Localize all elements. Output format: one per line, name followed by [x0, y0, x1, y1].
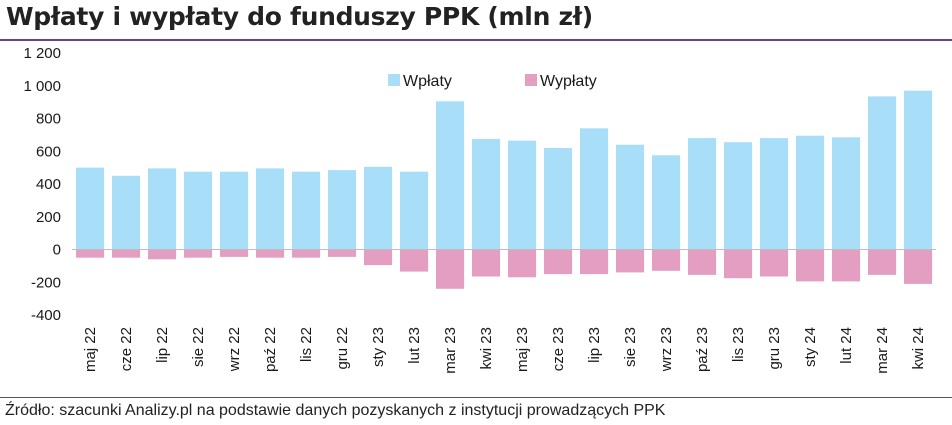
x-tick-label: gru 22	[334, 327, 351, 370]
x-tick-label: maj 23	[514, 327, 531, 372]
y-tick-label: 400	[36, 176, 61, 193]
bar-wplaty	[256, 168, 285, 250]
bar-wplaty	[508, 140, 537, 250]
bar-wyplaty	[364, 249, 393, 266]
bar-wyplaty	[760, 249, 789, 277]
bar-wyplaty	[184, 249, 213, 258]
x-tick-label: lip 23	[586, 327, 603, 363]
x-tick-label: lis 22	[298, 327, 315, 362]
bar-wplaty	[364, 166, 393, 250]
bar-wplaty	[580, 128, 609, 250]
bar-wyplaty	[112, 249, 141, 258]
bar-wplaty	[760, 138, 789, 250]
bar-wyplaty	[76, 249, 105, 258]
x-tick-label: paź 22	[262, 327, 279, 372]
bar-wplaty	[868, 96, 897, 250]
bar-wyplaty	[868, 249, 897, 275]
bar-wplaty	[328, 170, 357, 250]
y-tick-label: -200	[31, 274, 61, 291]
y-tick-label: 0	[53, 242, 61, 259]
x-tick-label: sty 23	[370, 327, 387, 367]
bar-wplaty	[832, 137, 861, 250]
bar-wplaty	[292, 171, 321, 250]
bar-wyplaty	[436, 249, 465, 289]
y-tick-label: 1 000	[23, 78, 61, 95]
bar-wyplaty	[544, 249, 573, 275]
bar-wplaty	[544, 148, 573, 250]
bar-wyplaty	[508, 249, 537, 278]
bar-wyplaty	[220, 249, 249, 257]
x-tick-label: lip 22	[154, 327, 171, 363]
x-tick-label: gru 23	[766, 327, 783, 370]
x-tick-label: sty 24	[802, 327, 819, 367]
bar-wplaty	[76, 167, 105, 250]
x-tick-label: paź 23	[694, 327, 711, 372]
title-divider	[0, 39, 952, 41]
bar-wplaty	[652, 155, 681, 250]
x-tick-label: cze 22	[118, 327, 135, 371]
bar-wyplaty	[256, 249, 285, 258]
bar-wplaty	[148, 168, 177, 250]
bar-wplaty	[616, 144, 645, 250]
bar-wyplaty	[328, 249, 357, 257]
legend-label: Wpłaty	[403, 73, 452, 90]
bar-wyplaty	[796, 249, 825, 282]
bar-wyplaty	[904, 249, 933, 284]
y-tick-label: 600	[36, 143, 61, 160]
legend-swatch	[388, 74, 400, 86]
x-tick-label: kwi 23	[478, 327, 495, 370]
y-tick-label: 1 200	[23, 45, 61, 62]
bar-wplaty	[112, 175, 141, 250]
bar-wyplaty	[832, 249, 861, 282]
legend-label: Wypłaty	[540, 73, 597, 90]
bar-wplaty	[184, 171, 213, 250]
x-tick-label: maj 22	[82, 327, 99, 372]
x-axis: maj 22 cze 22 lip 22 sie 22 wrz 22 paź 22 lis …	[72, 249, 936, 374]
x-tick-label: cze 23	[550, 327, 567, 371]
y-tick-label: -400	[31, 307, 61, 324]
bar-wyplaty	[472, 249, 501, 277]
y-tick-label: 800	[36, 111, 61, 128]
bar-wyplaty	[616, 249, 645, 273]
bar-wyplaty	[652, 249, 681, 271]
x-tick-label: wrz 23	[658, 327, 675, 372]
bar-wplaty	[400, 171, 429, 250]
bar-wplaty	[436, 101, 465, 250]
y-axis: -400 -200 0 200 400 600 800 1 000 1 200	[23, 45, 61, 324]
bar-wplaty	[688, 138, 717, 250]
x-tick-label: kwi 24	[910, 327, 927, 370]
bar-wplaty	[724, 142, 753, 250]
x-tick-label: sie 23	[622, 327, 639, 367]
bar-wplaty	[796, 135, 825, 250]
legend: Wpłaty Wypłaty	[388, 73, 597, 90]
x-tick-label: mar 23	[442, 327, 459, 374]
bar-chart: -400 -200 0 200 400 600 800 1 000 1 200 maj 22 cz…	[23, 45, 936, 374]
x-tick-label: lut 23	[406, 327, 423, 364]
bar-wyplaty	[724, 249, 753, 279]
chart-title: Wpłaty i wypłaty do funduszy PPK (mln zł…	[6, 2, 593, 31]
bar-wyplaty	[400, 249, 429, 272]
source-divider	[0, 397, 952, 398]
x-tick-label: lut 24	[838, 327, 855, 364]
y-tick-label: 200	[36, 209, 61, 226]
bar-wplaty	[220, 171, 249, 250]
bar-wplaty	[472, 139, 501, 250]
bar-wyplaty	[292, 249, 321, 258]
legend-swatch	[525, 74, 537, 86]
bar-wyplaty	[688, 249, 717, 275]
source-note: Źródło: szacunki Analizy.pl na podstawie…	[5, 402, 666, 419]
x-tick-label: wrz 22	[226, 327, 243, 372]
bar-wyplaty	[148, 249, 177, 260]
bar-wplaty	[904, 90, 933, 250]
x-tick-label: lis 23	[730, 327, 747, 362]
x-tick-label: mar 24	[874, 327, 891, 374]
x-tick-label: sie 22	[190, 327, 207, 367]
bar-wyplaty	[580, 249, 609, 275]
bars	[76, 90, 933, 289]
